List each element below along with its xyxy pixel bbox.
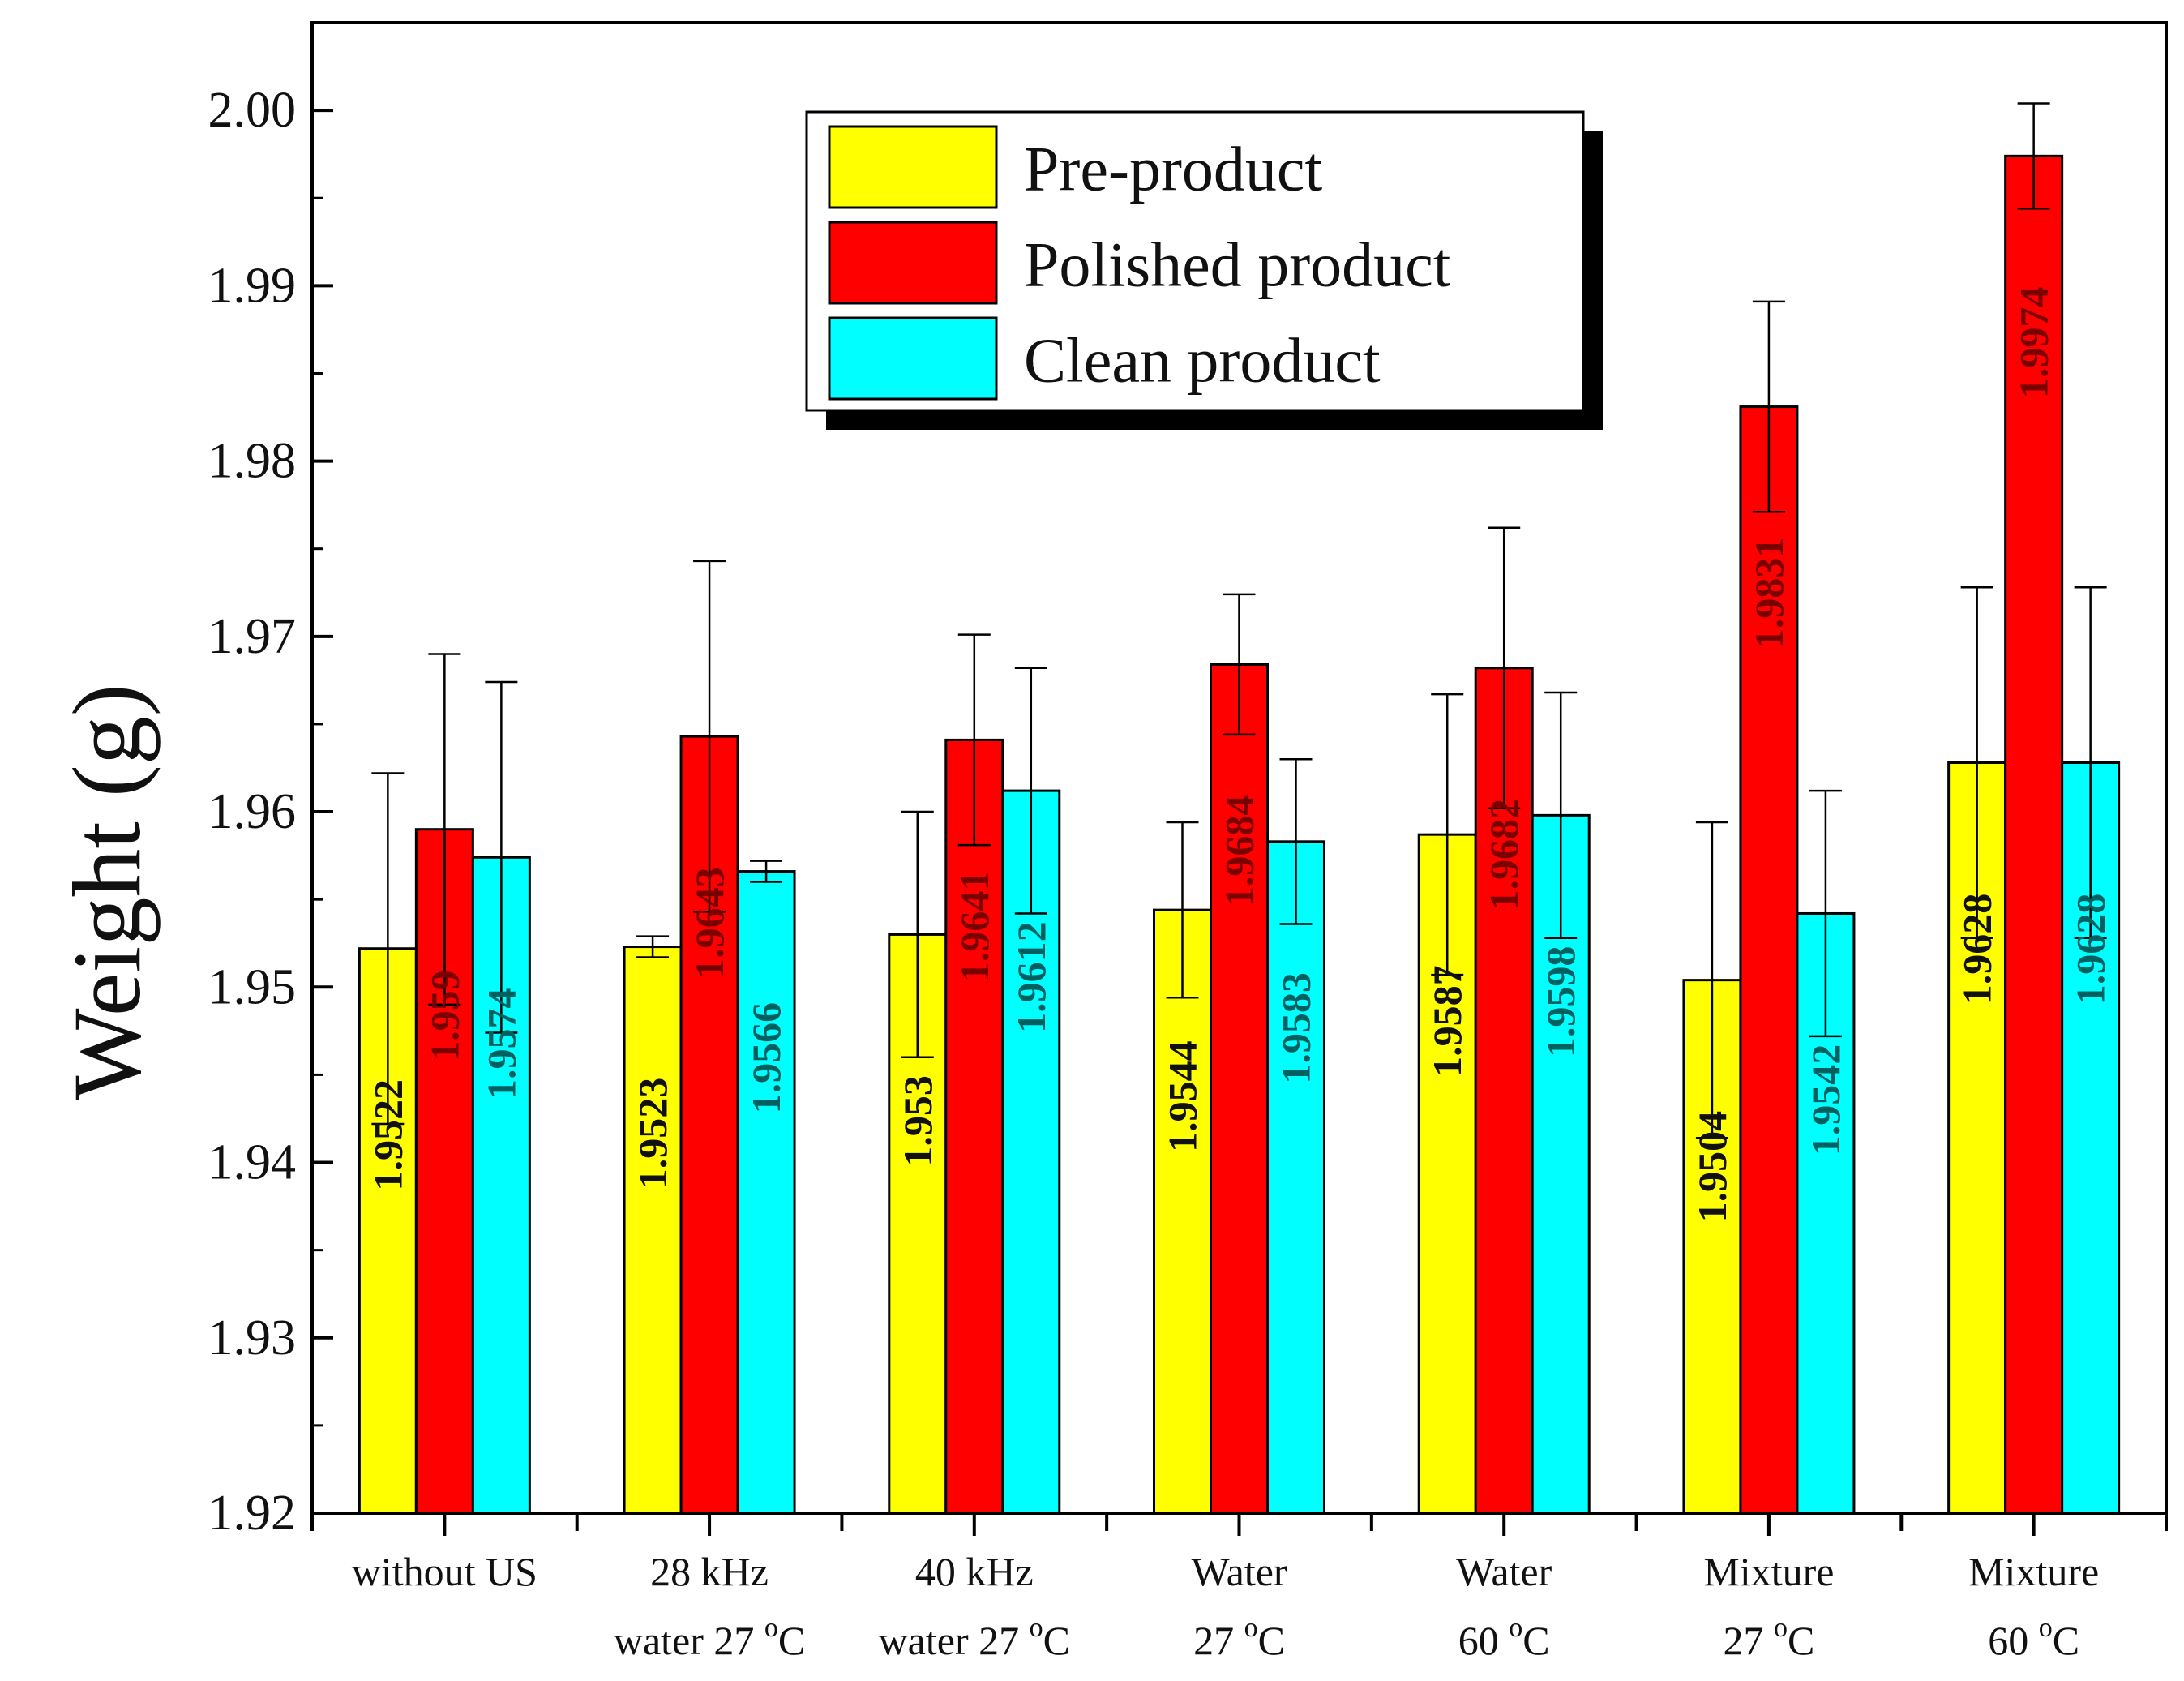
data-label-2-6: 1.9628 (2068, 894, 2113, 1006)
x-tick-label-line2: water 27 oC (879, 1613, 1070, 1663)
bar-1-3 (1210, 663, 1269, 1515)
error-bar-0-5 (1695, 821, 1728, 1139)
x-tick-label-line1: Mixture (1968, 1549, 2099, 1594)
y-tick-label: 1.95 (208, 959, 297, 1014)
data-label-1-2: 1.9641 (952, 871, 997, 983)
data-label-1-0: 1.959 (422, 970, 467, 1061)
error-bar-1-5 (1752, 300, 1785, 513)
legend-label-1: Polished product (1024, 229, 1451, 300)
error-bar-1-6 (2017, 102, 2050, 210)
x-tick-label-line1: 40 kHz (915, 1549, 1034, 1594)
error-bar-2-4 (1544, 691, 1578, 939)
y-tick-label: 1.99 (208, 258, 297, 313)
y-axis-label: Weight (g) (53, 684, 161, 1100)
data-label-1-5: 1.9831 (1746, 538, 1792, 650)
data-label-2-2: 1.9612 (1008, 921, 1054, 1033)
error-bar-1-2 (957, 633, 991, 847)
error-bar-2-5 (1809, 789, 1842, 1038)
error-bar-0-0 (371, 772, 405, 1126)
y-tick-label: 1.96 (208, 784, 297, 839)
x-tick-label-line2: 27 oC (1723, 1613, 1814, 1663)
x-tick-label-line1: without US (352, 1549, 537, 1594)
bars-layer: 1.9522 1.9523 1.953 1.9544 1.9587 1.9504 1.962… (358, 102, 2121, 1515)
error-bar-0-6 (1960, 586, 1993, 939)
legend-label-0: Pre-product (1024, 134, 1323, 204)
data-label-0-0: 1.9522 (365, 1079, 410, 1191)
x-tick-label-line1: Water (1456, 1549, 1552, 1594)
error-bar-2-0 (485, 680, 518, 1034)
data-label-0-5: 1.9504 (1689, 1111, 1735, 1223)
x-tick-label-line2: 60 oC (1458, 1613, 1550, 1663)
y-tick-label: 1.97 (208, 609, 297, 664)
data-label-1-6: 1.9974 (2011, 287, 2057, 399)
data-label-0-4: 1.9587 (1424, 965, 1470, 1077)
x-tick-label-line1: Mixture (1703, 1549, 1834, 1594)
data-label-2-3: 1.9583 (1274, 972, 1319, 1084)
data-label-0-1: 1.9523 (630, 1078, 675, 1190)
bar-2-3 (1266, 840, 1325, 1515)
error-bar-1-3 (1223, 593, 1256, 736)
data-label-2-5: 1.9542 (1803, 1044, 1848, 1156)
x-tick-label-line1: Water (1191, 1549, 1287, 1594)
y-tick-label: 1.92 (208, 1486, 297, 1541)
y-tick-label: 1.94 (208, 1135, 297, 1190)
y-tick-label: 2.00 (208, 83, 297, 138)
error-bar-1-4 (1488, 526, 1521, 809)
y-tick-label: 1.98 (208, 434, 297, 489)
x-tick-label-line1: 28 kHz (650, 1549, 769, 1594)
data-label-1-4: 1.9682 (1481, 799, 1527, 911)
data-label-2-0: 1.9574 (478, 988, 524, 1100)
legend: Pre-product Polished product Clean product (805, 110, 1603, 430)
bar-2-1 (736, 870, 796, 1515)
error-bar-2-6 (2074, 586, 2107, 939)
axes-layer: 1.92 1.93 1.94 1.95 1.96 1.97 1.98 1.99 2.00 with… (208, 21, 2168, 1663)
legend-swatch-2 (828, 316, 998, 401)
error-bar-0-3 (1166, 821, 1199, 999)
bar-0-1 (623, 946, 683, 1515)
y-tick-label: 1.93 (208, 1310, 297, 1366)
data-label-0-2: 1.953 (895, 1075, 940, 1167)
bar-1-5 (1739, 405, 1799, 1515)
error-bar-2-1 (750, 860, 783, 883)
data-label-0-3: 1.9544 (1160, 1040, 1205, 1152)
data-label-2-1: 1.9566 (743, 1002, 789, 1114)
error-bar-1-0 (428, 653, 461, 1006)
legend-swatch-1 (828, 221, 998, 305)
x-tick-label-line2: water 27 oC (614, 1613, 805, 1663)
legend-swatch-0 (828, 125, 998, 209)
error-bar-2-3 (1279, 757, 1313, 925)
error-bar-2-2 (1014, 667, 1047, 915)
data-label-1-1: 1.9643 (687, 867, 732, 979)
data-label-1-3: 1.9684 (1217, 795, 1262, 907)
legend-label-2: Clean product (1024, 325, 1381, 396)
error-bar-0-4 (1431, 693, 1464, 976)
error-bar-1-1 (693, 560, 726, 913)
bar-0-3 (1153, 908, 1212, 1515)
data-label-2-4: 1.9598 (1538, 946, 1583, 1058)
bar-1-2 (944, 738, 1004, 1515)
x-tick-label-line2: 60 oC (1988, 1613, 2079, 1663)
error-bar-0-1 (636, 935, 670, 958)
x-tick-label-line2: 27 oC (1193, 1613, 1285, 1663)
error-bar-0-2 (901, 810, 934, 1059)
data-label-0-6: 1.9628 (1955, 894, 2000, 1006)
